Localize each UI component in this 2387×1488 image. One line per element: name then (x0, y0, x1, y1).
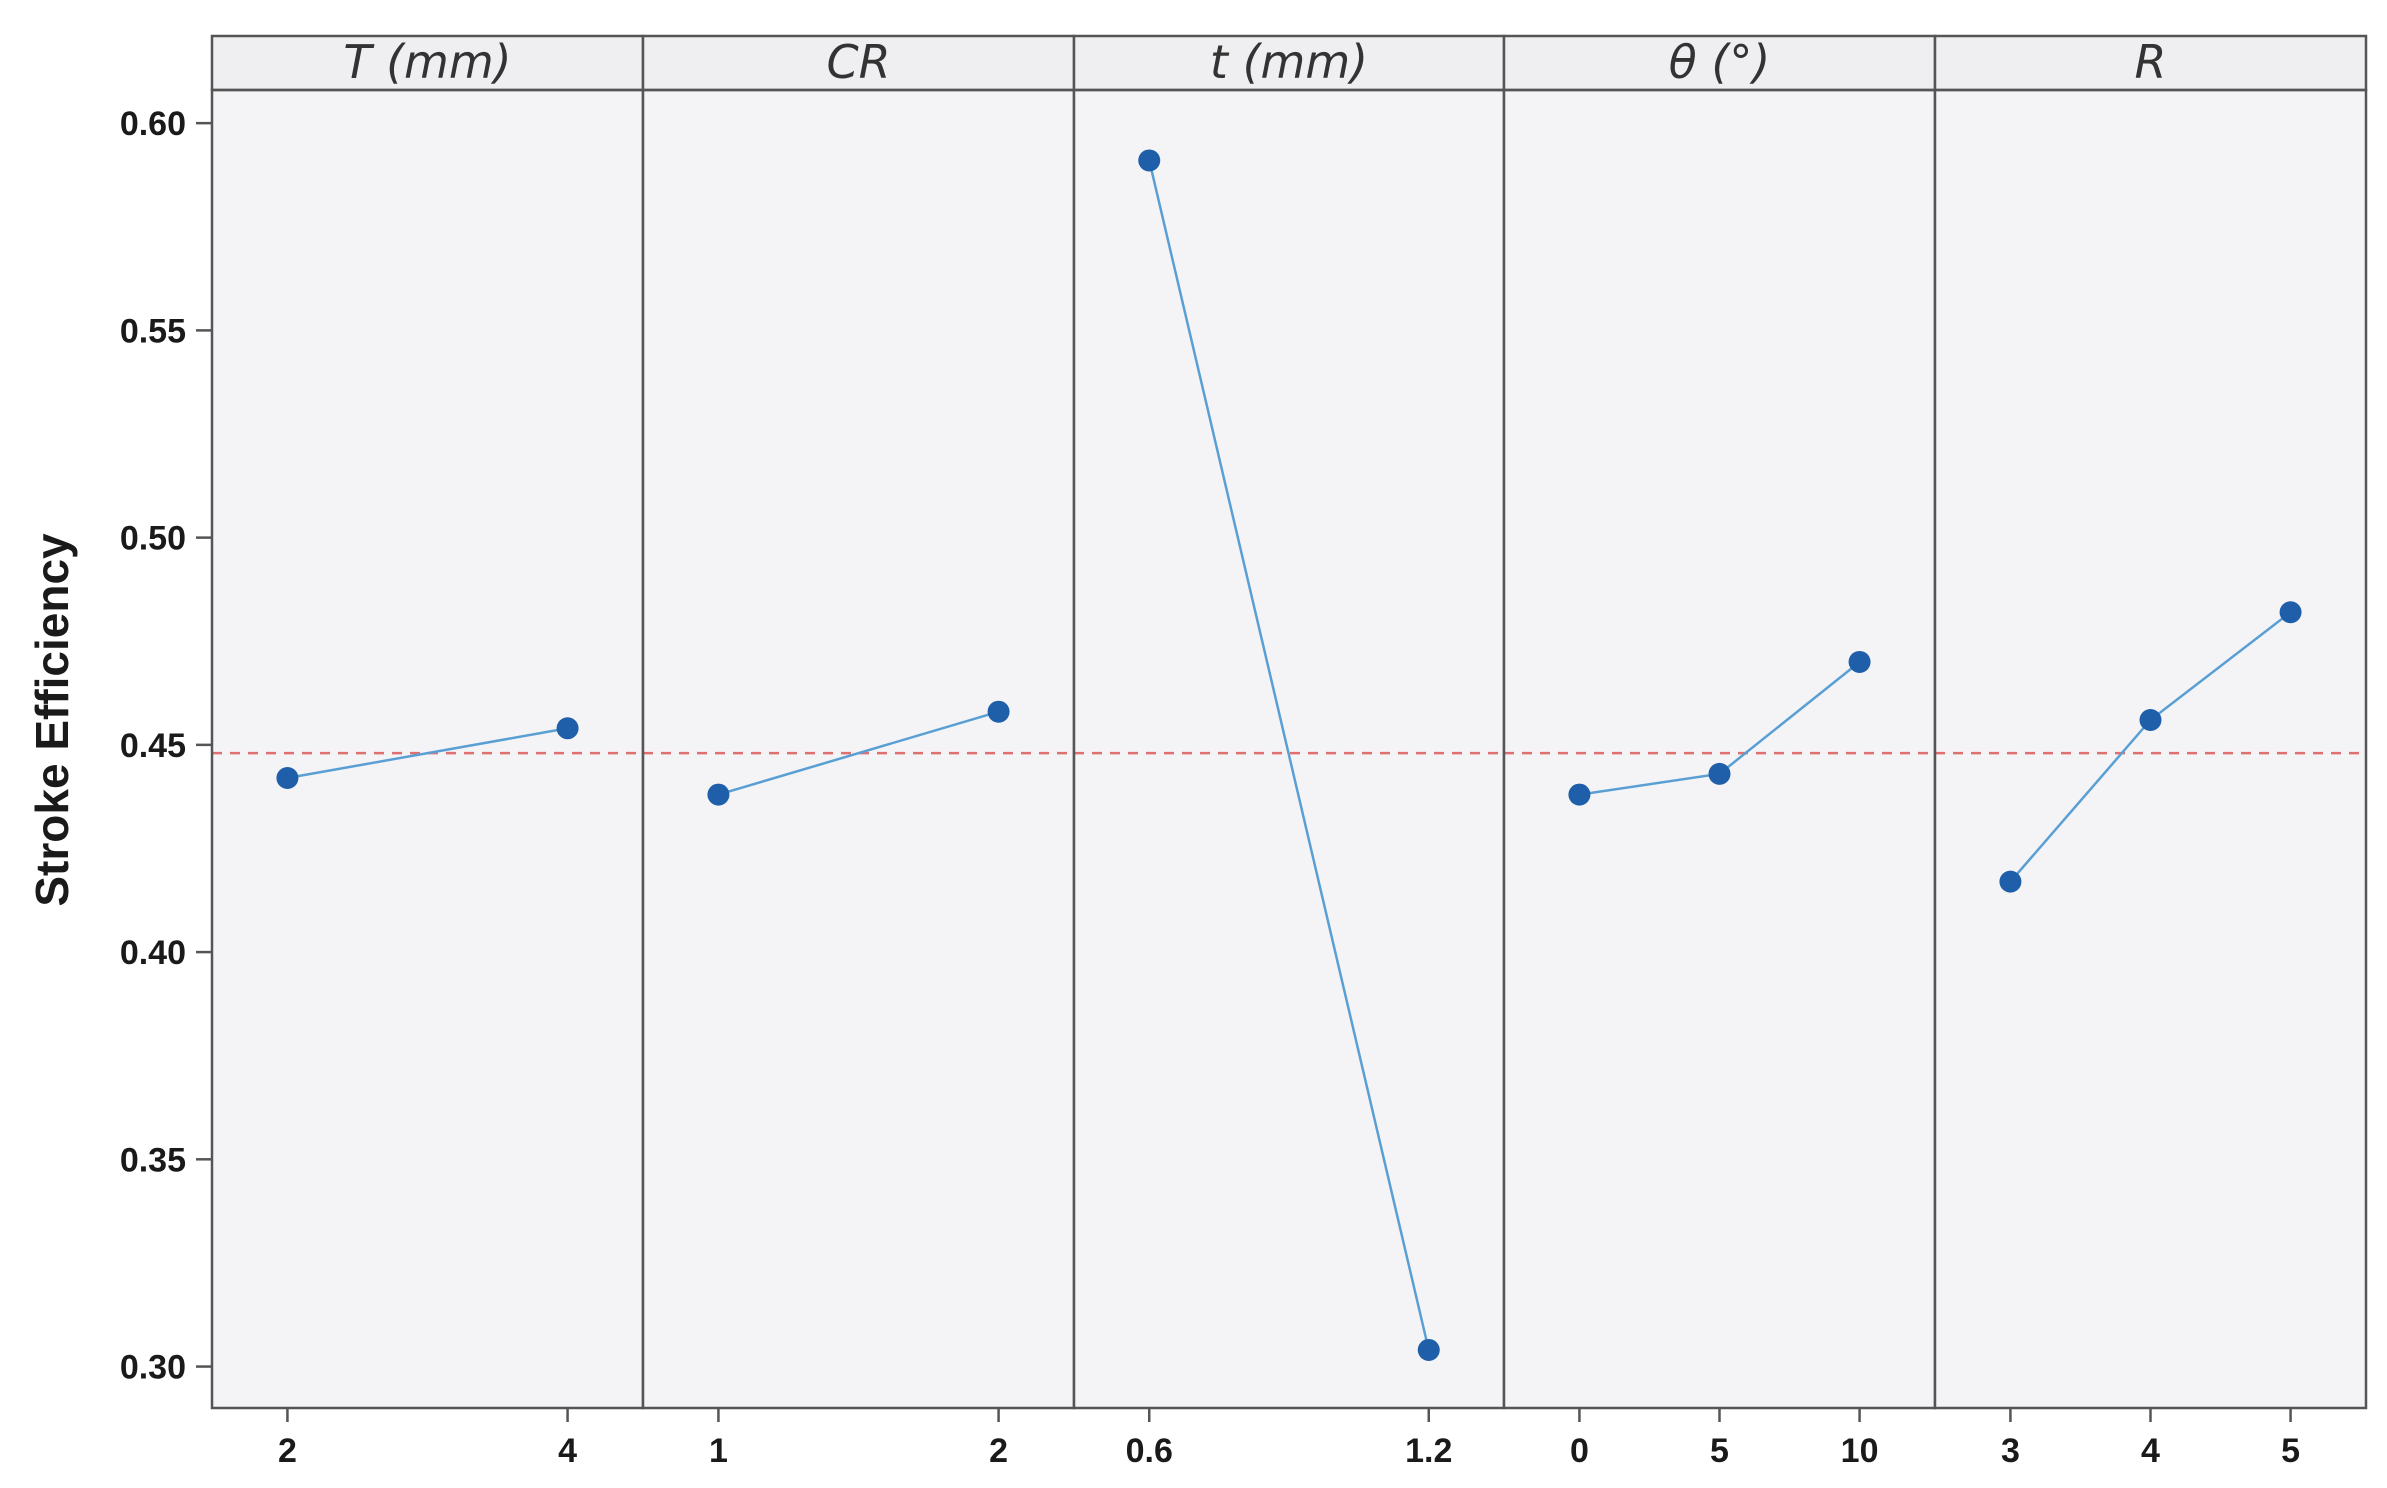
data-point (556, 717, 579, 740)
data-point (1138, 149, 1161, 172)
x-tick-label: 10 (1841, 1432, 1879, 1470)
y-tick-label: 0.30 (120, 1349, 186, 1387)
x-tick-label: 2 (989, 1432, 1008, 1470)
y-tick-label: 0.55 (120, 312, 186, 350)
panel-header (1072, 34, 1506, 92)
panel-background (212, 90, 643, 1408)
data-point (276, 767, 299, 790)
panel-1: CR 1 2 (641, 34, 1076, 1470)
y-axis: 0.60 0.55 0.50 0.45 0.40 0.35 0.30 (120, 105, 212, 1387)
panel-4: R 3 4 5 (1933, 34, 2368, 1470)
series-line (718, 710, 999, 796)
panel-header-label: t (mm) (1210, 35, 1368, 89)
x-tick-label: 1 (709, 1432, 728, 1470)
series-line (1148, 160, 1430, 1351)
data-point (987, 700, 1010, 723)
x-tick-label: 0.6 (1126, 1432, 1173, 1470)
data-point (1999, 870, 2022, 893)
panel-0: T (mm) 2 4 (210, 34, 645, 1470)
data-point (1417, 1338, 1440, 1361)
data-point (1848, 650, 1871, 673)
x-tick-label: 4 (558, 1432, 577, 1470)
panel-2: t (mm) 0.6 1.2 (1072, 34, 1506, 1470)
y-tick-label: 0.40 (120, 934, 186, 972)
data-point (2279, 601, 2302, 624)
y-axis-label: Stroke Efficiency (26, 533, 78, 907)
data-point (1568, 783, 1591, 806)
y-tick-label: 0.35 (120, 1141, 186, 1179)
x-tick-label: 4 (2141, 1432, 2160, 1470)
panel-header (641, 34, 1076, 92)
panel-background (1935, 90, 2366, 1408)
panel-header-label: CR (826, 35, 890, 89)
data-point (707, 783, 730, 806)
x-tick-label: 5 (2281, 1432, 2300, 1470)
x-tick-label: 1.2 (1405, 1432, 1452, 1470)
panel-frame (1933, 88, 2368, 1410)
y-tick-label: 0.60 (120, 105, 186, 143)
factor-panels: T (mm) 2 4 CR 1 2 t (mm) 0.6 1.2 θ (°) 0 5 10 R 3 4 5 (210, 34, 2368, 1470)
x-tick-label: 2 (278, 1432, 297, 1470)
panel-header-label: T (mm) (343, 35, 511, 89)
data-point (1708, 762, 1731, 785)
x-tick-label: 3 (2001, 1432, 2020, 1470)
y-tick-label: 0.50 (120, 520, 186, 558)
x-tick-label: 5 (1710, 1432, 1729, 1470)
panel-header-label: θ (°) (1669, 35, 1771, 89)
panel-background (643, 90, 1074, 1408)
panel-header-label: R (2135, 35, 2167, 89)
panel-background (1504, 90, 1935, 1408)
panel-3: θ (°) 0 5 10 (1502, 34, 1937, 1470)
x-tick-label: 0 (1570, 1432, 1589, 1470)
series-line (287, 727, 568, 780)
panel-background (1074, 90, 1504, 1408)
y-tick-label: 0.45 (120, 727, 186, 765)
data-point (2139, 708, 2162, 731)
